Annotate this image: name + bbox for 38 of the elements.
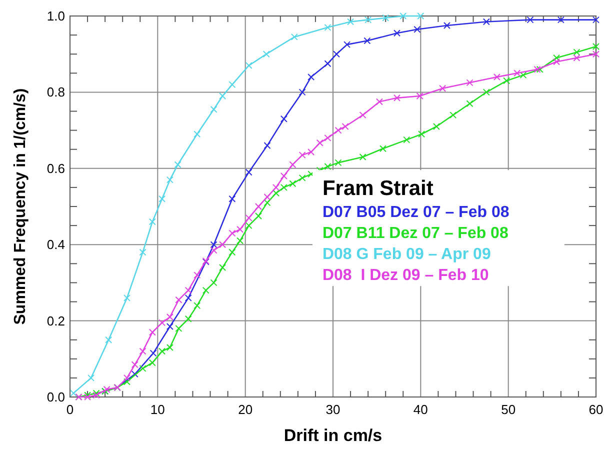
point — [553, 58, 560, 66]
point — [482, 18, 490, 26]
y-tick-label: 0.2 — [46, 313, 65, 328]
x-tick-label: 30 — [326, 402, 340, 417]
point — [592, 42, 600, 50]
point — [443, 22, 450, 30]
point — [536, 66, 544, 73]
point — [432, 122, 440, 130]
point — [514, 70, 521, 77]
x-tick-label: 60 — [588, 402, 604, 417]
point — [493, 73, 500, 80]
x-tick-label: 0 — [66, 402, 74, 417]
y-tick-label: 0.0 — [46, 390, 65, 404]
point — [573, 54, 580, 62]
point — [557, 16, 564, 24]
point — [503, 77, 510, 84]
point — [553, 54, 560, 62]
point — [520, 72, 527, 79]
x-axis-title: Drift in cm/s — [284, 426, 382, 445]
point — [526, 16, 534, 24]
x-tick-label: 50 — [501, 402, 516, 417]
point — [534, 66, 541, 73]
y-tick-label: 1.0 — [46, 8, 65, 24]
point — [592, 16, 600, 24]
x-tick-label: 40 — [413, 402, 428, 417]
point — [439, 84, 446, 92]
x-tick-label: 10 — [150, 402, 165, 417]
point — [466, 79, 474, 86]
y-tick-label: 0.4 — [46, 237, 65, 252]
x-tick-label: 20 — [238, 402, 253, 417]
point — [450, 112, 457, 119]
point — [466, 100, 474, 108]
point — [592, 50, 600, 58]
y-tick-label: 0.8 — [46, 84, 65, 100]
point — [573, 48, 580, 56]
y-axis-title: Summed Frequency in 1/(cm/s) — [12, 88, 29, 325]
point — [482, 88, 490, 96]
y-tick-label: 0.6 — [46, 160, 65, 176]
